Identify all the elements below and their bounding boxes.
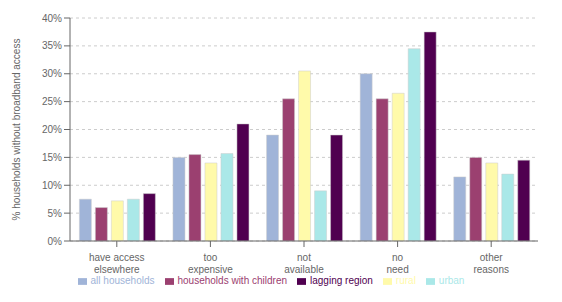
svg-text:0%: 0% — [48, 236, 63, 247]
html-text:households with children: households with children — [177, 275, 287, 286]
svg-text:have accesselsewhere: have accesselsewhere — [89, 252, 145, 275]
svg-text:5%: 5% — [48, 208, 63, 219]
svg-text:25%: 25% — [42, 96, 62, 107]
svg-text:notavailable: notavailable — [284, 252, 324, 275]
html-text:lagging region: lagging region — [310, 275, 373, 286]
svg-text:tooexpensive: tooexpensive — [188, 252, 233, 275]
svg-text:10%: 10% — [42, 180, 62, 191]
svg-text:40%: 40% — [42, 13, 62, 24]
svg-text:otherreasons: otherreasons — [473, 252, 509, 275]
svg-text:35%: 35% — [42, 40, 62, 51]
html-text:all households: all households — [90, 275, 155, 286]
html-text:urban: urban — [438, 275, 465, 286]
html-text:rural: rural — [395, 275, 416, 286]
svg-text:noneed: noneed — [386, 252, 408, 275]
svg-text:15%: 15% — [42, 152, 62, 163]
svg-text:% households without broadband: % households without broadband access — [11, 39, 22, 221]
svg-text:30%: 30% — [42, 68, 62, 79]
svg-text:20%: 20% — [42, 124, 62, 135]
